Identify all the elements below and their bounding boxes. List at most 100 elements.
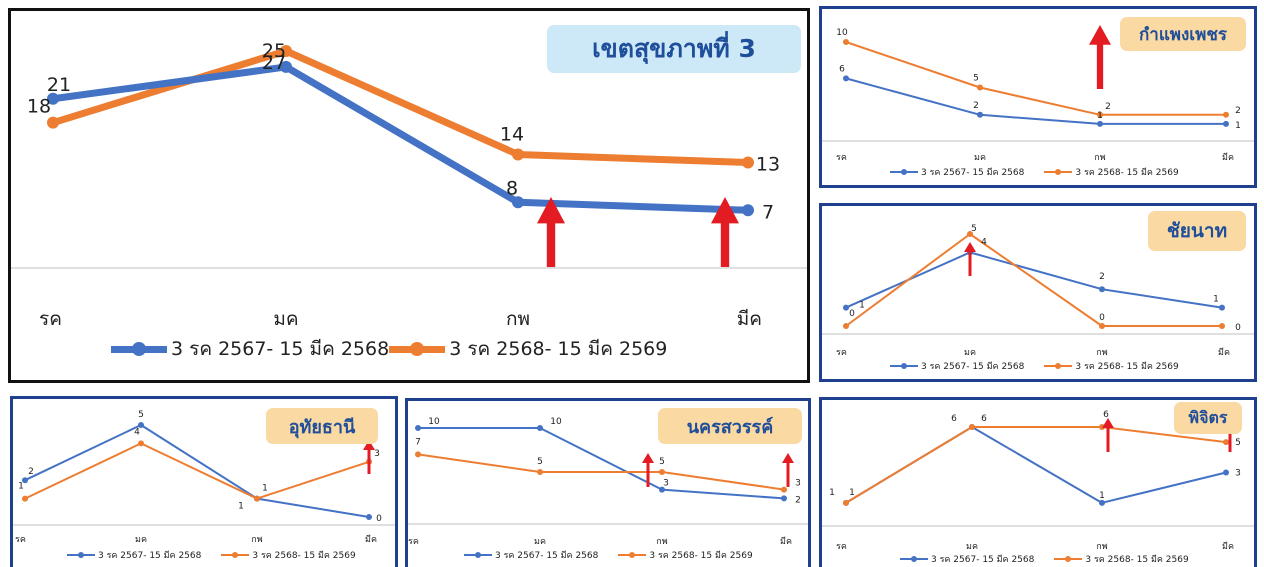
data-point	[659, 469, 665, 475]
chart-title-badge: พิจิตร	[1174, 402, 1242, 434]
data-label: 1	[849, 488, 855, 498]
series-line	[845, 251, 1223, 309]
chart-panel-phichit: รค มค กพ มีค 1 6 1 3 1 6 6 5 พิจิตร 3 รค 2567- 15 ม…	[819, 397, 1257, 567]
data-point	[280, 45, 292, 57]
data-point	[1099, 499, 1105, 506]
chart-title-badge: เขตสุขภาพที่ 3	[547, 25, 801, 73]
legend-label: 3 รค 2568- 15 มีค 2569	[449, 338, 668, 360]
data-point	[280, 60, 292, 73]
x-tick-label: มีค	[1222, 541, 1234, 552]
chart-panel-main: รค มค กพ มีค 21 25 8 7 18 27 14 13 เขตสุขภาพที่ 3 3…	[8, 8, 810, 383]
legend-swatch	[464, 552, 492, 558]
series-line	[24, 442, 370, 500]
series-line	[49, 63, 752, 214]
data-point	[1219, 304, 1225, 311]
legend-label: 3 รค 2567- 15 มีค 2568	[171, 338, 390, 360]
data-label: 1	[262, 484, 268, 494]
data-label: 5	[138, 410, 144, 420]
x-tick-label: กพ	[506, 308, 530, 330]
red-arrow-icon	[711, 197, 739, 267]
legend-label: 3 รค 2568- 15 มีค 2569	[252, 551, 356, 561]
data-label: 2	[1099, 272, 1105, 282]
legend-item: 3 รค 2568- 15 มีค 2569	[221, 548, 356, 562]
x-tick-label: กพ	[251, 535, 262, 545]
data-label: 6	[951, 414, 957, 424]
x-tick-label: กพ	[1096, 542, 1107, 552]
legend-label: 3 รค 2567- 15 มีค 2568	[921, 362, 1025, 372]
data-label: 1	[859, 301, 865, 311]
legend-label: 3 รค 2567- 15 มีค 2568	[921, 168, 1025, 178]
chart-legend: 3 รค 2567- 15 มีค 2568 3 รค 2568- 15 มีค …	[890, 359, 1199, 373]
chart-panel-uthaithani: รค มค กพ มีค 2 5 1 0 1 4 1 3 อุทัยธานี 3 รค 2567- 1…	[10, 396, 398, 567]
chart-legend: 3 รค 2567- 15 มีค 2568 3 รค 2568- 15 มีค …	[900, 552, 1209, 566]
series-line	[417, 453, 785, 491]
data-point	[977, 111, 983, 118]
legend-swatch	[900, 556, 928, 562]
data-point	[742, 204, 754, 217]
data-label: 10	[550, 417, 562, 427]
red-arrow-icon	[1089, 25, 1111, 89]
data-label: 0	[376, 514, 382, 524]
chart-plot: รค มค กพ มีค 1 6 1 3 1 6 6 5	[822, 410, 1254, 552]
data-label: 1	[18, 482, 24, 492]
series-line	[845, 77, 1227, 125]
data-point	[977, 84, 983, 91]
chart-legend: 3 รค 2567- 15 มีค 2568 3 รค 2568- 15 มีค …	[67, 548, 376, 562]
data-point	[366, 514, 372, 520]
x-tick-label: รค	[836, 542, 847, 552]
data-label: 3	[663, 479, 669, 489]
data-label: 21	[47, 74, 71, 96]
chart-title-badge: อุทัยธานี	[266, 408, 378, 444]
red-arrow-icon	[363, 440, 375, 474]
data-label: 5	[537, 457, 543, 467]
series-line	[845, 426, 1227, 504]
legend-label: 3 รค 2568- 15 มีค 2569	[649, 551, 753, 561]
data-point	[1099, 286, 1105, 293]
data-label: 7	[762, 201, 774, 223]
data-label: 27	[262, 52, 286, 74]
data-point	[843, 499, 849, 506]
red-arrow-icon	[964, 242, 976, 276]
x-tick-label: มค	[964, 348, 976, 358]
legend-swatch	[1054, 556, 1083, 562]
data-point	[415, 425, 421, 431]
data-point	[1097, 120, 1103, 127]
chart-legend: 3 รค 2567- 15 มีค 2568 3 รค 2568- 15 มีค …	[111, 334, 667, 364]
data-label: 0	[1099, 313, 1105, 323]
legend-item: 3 รค 2567- 15 มีค 2568	[67, 548, 201, 562]
legend-item: 3 รค 2568- 15 มีค 2569	[1044, 165, 1179, 179]
chart-title-badge: นครสวรรค์	[658, 408, 802, 444]
red-arrow-icon	[782, 453, 794, 487]
data-point	[537, 425, 543, 431]
x-tick-label: มค	[273, 308, 298, 330]
red-arrow-icon	[642, 453, 654, 487]
legend-label: 3 รค 2567- 15 มีค 2568	[98, 551, 202, 561]
data-point	[512, 148, 524, 161]
data-point	[969, 424, 975, 430]
legend-swatch	[67, 552, 95, 558]
chart-legend: 3 รค 2567- 15 มีค 2568 3 รค 2568- 15 มีค …	[890, 165, 1199, 179]
x-tick-label: มีค	[1222, 152, 1234, 163]
data-point	[1223, 439, 1229, 446]
data-label: 6	[981, 414, 987, 424]
legend-swatch	[111, 342, 167, 356]
data-label: 3	[1235, 469, 1241, 479]
data-label: 7	[415, 437, 421, 447]
data-point	[843, 39, 849, 45]
data-label: 25	[262, 40, 286, 62]
data-point	[1219, 323, 1225, 329]
data-label: 5	[659, 457, 665, 467]
data-label: 0	[1235, 323, 1241, 333]
legend-item: 3 รค 2567- 15 มีค 2568	[890, 165, 1024, 179]
data-label: 1	[1097, 111, 1103, 121]
data-point	[138, 422, 144, 428]
x-tick-label: มีค	[780, 536, 792, 547]
data-label: 6	[1103, 410, 1109, 420]
data-label: 8	[506, 177, 518, 199]
data-point	[22, 495, 28, 502]
data-label: 5	[973, 74, 979, 84]
legend-item: 3 รค 2568- 15 มีค 2569	[618, 548, 753, 562]
x-tick-label: รค	[836, 348, 847, 358]
data-point	[22, 477, 28, 484]
x-tick-label: กพ	[1096, 348, 1107, 358]
